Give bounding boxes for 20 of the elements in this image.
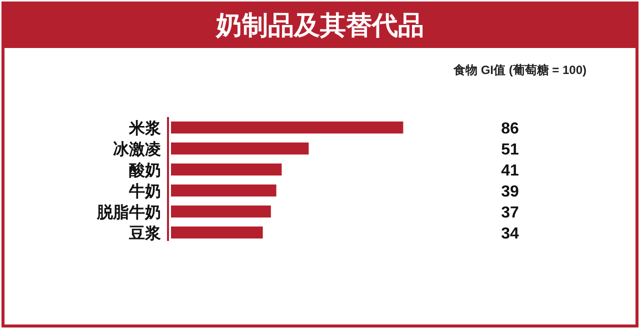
y-tick-label: 牛奶	[128, 182, 161, 200]
data-label: 34	[501, 226, 519, 242]
y-tick-label: 冰激凌	[113, 140, 161, 158]
bar	[171, 226, 263, 238]
data-label: 37	[501, 204, 519, 222]
data-label: 39	[501, 184, 519, 200]
data-label: 86	[501, 120, 519, 138]
bar	[171, 206, 271, 218]
data-label: 41	[501, 162, 519, 180]
y-tick-label: 米浆	[128, 120, 161, 138]
data-label: 51	[501, 142, 519, 158]
y-tick-label: 豆浆	[128, 224, 161, 242]
bar	[171, 122, 404, 134]
bar	[171, 184, 276, 196]
text: 食物 GI值 (葡萄糖 = 100)	[452, 63, 587, 77]
bar	[171, 164, 282, 176]
chart-title: 奶制品及其替代品	[215, 10, 424, 40]
y-tick-label: 酸奶	[129, 162, 161, 180]
bar	[171, 142, 309, 154]
y-tick-label: 脱脂牛奶	[96, 204, 161, 222]
